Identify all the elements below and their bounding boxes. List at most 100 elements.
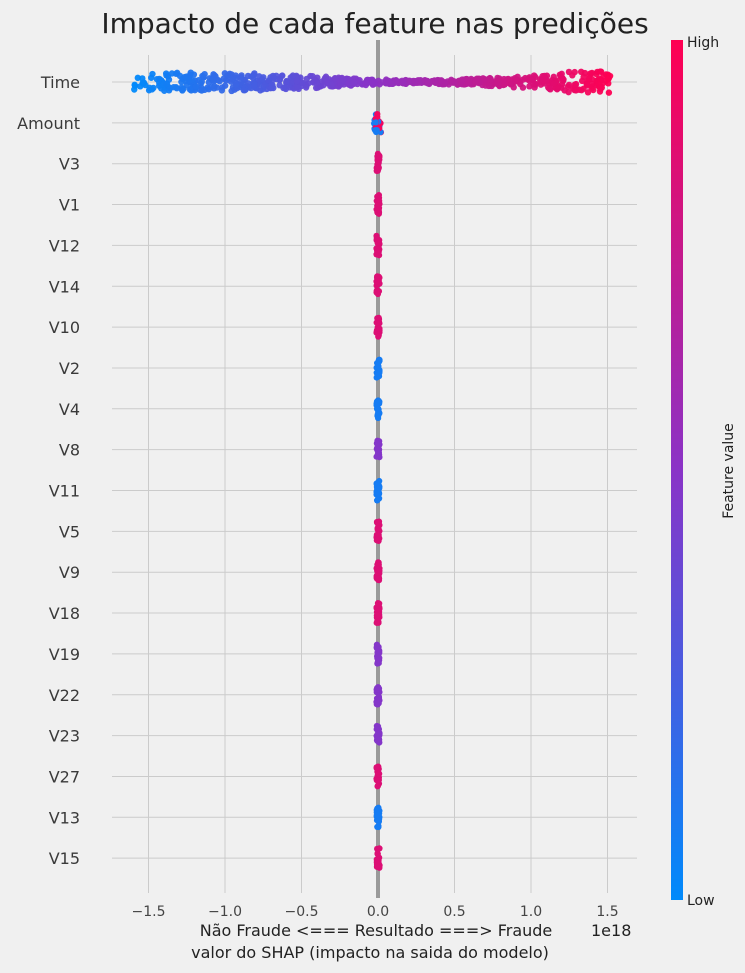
feature-label: V23	[49, 727, 80, 746]
shap-point	[211, 72, 218, 79]
shap-point	[268, 84, 275, 92]
shap-point	[178, 84, 185, 91]
shap-point	[376, 320, 383, 327]
colorbar-gradient	[671, 40, 683, 900]
shap-point	[350, 79, 358, 86]
feature-label: V19	[49, 645, 80, 664]
shap-point	[580, 73, 587, 81]
shap-point	[596, 84, 603, 91]
shap-point	[375, 370, 382, 377]
shap-point	[374, 811, 381, 819]
feature-label: V14	[49, 277, 80, 296]
shap-point	[541, 72, 548, 80]
shap-point	[375, 159, 382, 166]
shap-point	[373, 400, 380, 407]
x-tick-label: 0.5	[443, 904, 465, 920]
shap-point	[550, 80, 558, 87]
shap-point	[585, 75, 593, 82]
feature-label: V3	[59, 155, 80, 174]
shap-point	[376, 490, 383, 497]
shap-point	[375, 202, 382, 209]
shap-point	[302, 84, 310, 91]
shap-point	[432, 77, 439, 85]
x-tick-label: 1.0	[520, 904, 542, 920]
feature-label: V9	[59, 563, 80, 582]
shap-point	[376, 567, 383, 575]
shap-point	[299, 79, 306, 86]
shap-point	[411, 78, 419, 85]
shap-point	[374, 273, 381, 280]
x-axis-label-line-1: Não Fraude <=== Resultado ===> Fraude	[200, 921, 553, 940]
x-axis-label-line-2: valor do SHAP (impacto na saida do model…	[191, 943, 549, 962]
shap-point	[560, 76, 567, 83]
shap-point	[375, 479, 382, 486]
shap-point	[577, 68, 585, 76]
shap-point	[507, 81, 514, 88]
shap-point	[374, 850, 381, 857]
shap-point	[375, 519, 382, 526]
shap-point	[324, 80, 332, 87]
shap-point	[369, 80, 376, 87]
feature-label: V15	[49, 849, 80, 868]
shap-point	[374, 783, 381, 790]
shap-point	[374, 644, 382, 652]
shap-point	[450, 77, 457, 85]
shap-point	[373, 686, 380, 693]
shap-point	[283, 77, 290, 85]
shap-point	[465, 80, 472, 87]
shap-point	[278, 72, 285, 80]
shap-point	[373, 126, 380, 134]
chart-title: Impacto de cada feature nas predições	[101, 7, 648, 40]
shap-point	[546, 85, 553, 92]
shap-point	[565, 88, 572, 96]
shap-point	[385, 77, 392, 85]
shap-point	[375, 823, 382, 831]
feature-label: V4	[59, 400, 80, 419]
shap-point	[605, 89, 613, 96]
shap-point	[345, 79, 352, 87]
points-layer	[131, 68, 614, 871]
shap-point	[374, 411, 381, 418]
shap-point	[513, 76, 521, 83]
shap-point	[597, 77, 604, 84]
shap-point	[376, 729, 383, 737]
shap-point	[375, 363, 382, 370]
feature-label: V12	[49, 236, 80, 255]
feature-label: V18	[49, 604, 80, 623]
shap-point	[517, 80, 524, 88]
shap-point	[596, 68, 604, 75]
shap-point	[195, 77, 202, 84]
shap-point	[210, 85, 218, 92]
shap-point	[374, 444, 381, 452]
shap-point	[375, 192, 383, 199]
feature-label: V11	[49, 482, 80, 501]
shap-point	[134, 74, 141, 82]
shap-point	[590, 86, 597, 94]
shap-point	[565, 81, 573, 89]
shap-point	[536, 76, 544, 83]
shap-point	[374, 863, 381, 870]
shap-point	[376, 649, 383, 657]
shap-point	[406, 77, 414, 85]
shap-point	[373, 619, 380, 626]
shap-point	[530, 81, 537, 88]
colorbar-high-label: High	[687, 35, 719, 51]
shap-point	[178, 78, 185, 86]
shap-point	[542, 77, 549, 85]
shap-point	[373, 453, 380, 460]
shap-point	[373, 722, 380, 730]
shap-point	[222, 77, 230, 84]
shap-point	[372, 119, 379, 126]
shap-point	[485, 82, 493, 90]
shap-point	[148, 86, 156, 93]
shap-point	[218, 87, 226, 94]
colorbar-low-label: Low	[687, 893, 715, 909]
shap-point	[289, 72, 297, 79]
shap-point	[314, 74, 321, 81]
x-tick-label: 0.0	[367, 904, 389, 920]
shap-point	[192, 83, 200, 90]
shap-point	[481, 76, 488, 83]
x-tick-label: 1.5	[596, 904, 618, 920]
shap-point	[137, 83, 144, 90]
